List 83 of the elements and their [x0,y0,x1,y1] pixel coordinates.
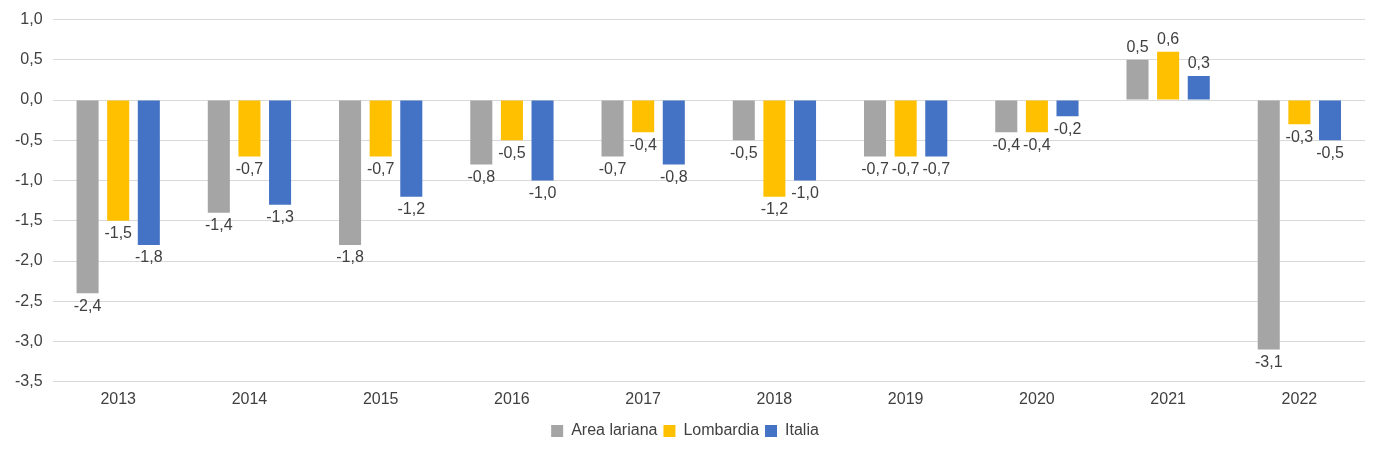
bar [238,100,261,157]
x-tick-label: 2022 [1281,389,1318,407]
x-tick-label: 2015 [362,389,399,407]
x-tick-label: 2020 [1019,389,1055,407]
bar [107,100,130,221]
bar [269,100,292,205]
data-label: -1,5 [104,224,133,242]
bar [894,100,917,157]
y-tick-label: 0,0 [20,90,43,108]
data-label: -1,3 [266,208,294,226]
bar [1025,100,1048,133]
x-tick-label: 2016 [494,389,530,407]
x-tick-label: 2021 [1150,389,1187,407]
bar [601,100,624,157]
data-label: -0,2 [1053,119,1082,137]
y-tick-label: -1,0 [14,170,43,188]
data-label: -1,8 [135,248,163,266]
y-tick-label: -2,0 [14,251,43,269]
x-tick-label: 2018 [756,389,793,407]
bar [1056,100,1079,117]
bar [732,100,755,141]
data-label: -0,8 [660,167,688,185]
data-label: -0,8 [467,167,496,185]
x-tick-label: 2017 [625,389,662,407]
legend-label: Italia [785,421,819,439]
y-tick-label: 0,5 [20,50,43,68]
data-label: -0,7 [598,159,627,177]
data-label: -1,2 [760,200,789,218]
data-label: -2,4 [73,296,102,314]
data-label: -0,5 [1316,143,1344,161]
data-label: -0,5 [498,143,526,161]
data-label: 0,5 [1126,38,1149,56]
bar [400,100,423,197]
bar [1257,100,1280,350]
bar [1187,75,1210,100]
x-tick-label: 2019 [887,389,924,407]
data-label: -0,4 [992,135,1021,153]
bar [1318,100,1342,141]
data-label: -0,3 [1285,127,1314,145]
y-tick-label: -2,5 [14,291,43,309]
y-tick-label: -0,5 [14,130,43,148]
y-tick-label: 1,0 [20,10,43,28]
data-label: 0,6 [1157,30,1180,48]
data-label: -0,7 [366,159,395,177]
y-tick-label: -1,5 [14,211,43,229]
data-label: -1,2 [397,200,426,218]
bar [207,100,230,213]
bar [763,100,786,197]
bar [1126,59,1149,100]
legend-label: Lombardia [683,421,760,439]
bar [339,100,362,245]
bar [531,100,554,181]
bar [500,100,523,141]
data-label: -1,0 [528,183,557,201]
legend-label: Area lariana [571,421,658,439]
data-label: -0,7 [235,159,264,177]
bar [470,100,493,165]
bar [995,100,1018,133]
data-label: -0,7 [861,159,889,177]
y-tick-label: -3,5 [14,372,43,390]
data-label: -0,5 [729,143,758,161]
data-label: 0,3 [1187,54,1210,72]
bar [76,100,99,294]
data-label: -0,4 [1023,135,1051,153]
bar [662,100,685,165]
data-label: -1,0 [791,183,819,201]
bar [137,100,160,245]
data-label: -3,1 [1254,353,1283,371]
bar [925,100,948,157]
bar [1288,100,1311,125]
x-tick-label: 2014 [231,389,268,407]
bar [864,100,887,157]
bar [1157,51,1180,100]
y-tick-label: -3,0 [14,331,43,349]
bar [794,100,817,181]
bar [632,100,655,133]
data-label: -0,4 [629,135,658,153]
bar [369,100,392,157]
x-tick-label: 2013 [100,389,137,407]
data-label: -0,7 [922,159,951,177]
data-label: -0,7 [891,159,920,177]
data-label: -1,8 [336,248,364,266]
data-label: -1,4 [205,216,233,234]
